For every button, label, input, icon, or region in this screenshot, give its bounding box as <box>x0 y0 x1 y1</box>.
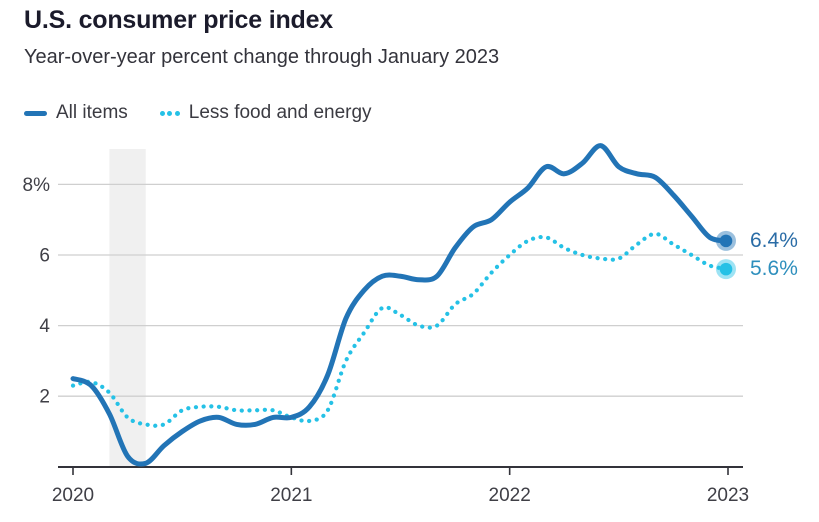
chart-subtitle: Year-over-year percent change through Ja… <box>24 46 500 68</box>
legend: All items Less food and energy <box>24 102 372 124</box>
all-items-end-value: 6.4% <box>750 229 798 252</box>
less-food-energy-line <box>70 231 731 428</box>
less-food-energy-end-value: 5.6% <box>750 257 798 280</box>
x-axis-label-2020: 2020 <box>52 485 94 506</box>
less-food-energy-dots-swatch <box>159 110 180 116</box>
x-axis-label-2021: 2021 <box>270 485 312 506</box>
legend-item-all-items: All items <box>24 102 128 124</box>
less-food-energy-end-dot <box>719 262 733 276</box>
legend-item-less-food-energy: Less food and energy <box>159 102 372 124</box>
legend-label-all-items: All items <box>56 102 128 123</box>
y-axis-label-8: 8% <box>23 175 51 196</box>
all-items-line <box>70 143 731 467</box>
all-items-line-swatch <box>24 110 47 116</box>
y-axis-label-6: 6 <box>39 246 50 267</box>
legend-label-less-food-energy: Less food and energy <box>188 102 372 123</box>
all-items-end-dot <box>719 234 733 248</box>
chart-title: U.S. consumer price index <box>24 6 333 34</box>
y-axis-label-2: 2 <box>39 387 50 408</box>
x-axis-label-2023: 2023 <box>707 485 749 506</box>
y-axis-label-4: 4 <box>39 316 50 337</box>
x-axis-label-2022: 2022 <box>489 485 531 506</box>
recession-band <box>109 149 146 467</box>
